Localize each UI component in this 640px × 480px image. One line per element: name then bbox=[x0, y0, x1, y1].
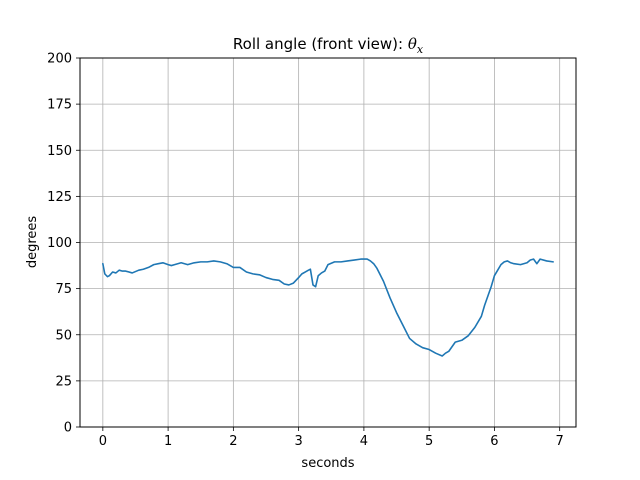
plot-series bbox=[102, 258, 554, 357]
x-axis-label: seconds bbox=[301, 456, 354, 471]
x-tick-label: 5 bbox=[425, 434, 433, 449]
y-tick-label: 75 bbox=[55, 282, 72, 297]
plot-frame bbox=[79, 57, 577, 428]
x-tick-label: 6 bbox=[490, 434, 498, 449]
y-tick-label: 200 bbox=[47, 52, 72, 67]
y-ticks: 0 25 50 75 100 125 150 175 200 bbox=[47, 52, 80, 436]
x-tick-label: 4 bbox=[360, 434, 368, 449]
chart-title-math: θ bbox=[408, 35, 417, 53]
y-tick-label: 175 bbox=[47, 98, 72, 113]
x-tick-label: 2 bbox=[229, 434, 237, 449]
y-axis-label: degrees bbox=[25, 216, 40, 269]
y-tick-label: 125 bbox=[47, 190, 72, 205]
chart-title-math-subscript: x bbox=[417, 43, 424, 56]
y-tick-label: 150 bbox=[47, 144, 72, 159]
x-ticks: 0 1 2 3 4 5 6 7 bbox=[99, 427, 564, 449]
series-line bbox=[102, 258, 554, 357]
chart-title: Roll angle (front view): θx bbox=[233, 35, 424, 56]
x-tick-label: 3 bbox=[294, 434, 302, 449]
y-tick-label: 50 bbox=[55, 328, 72, 343]
y-tick-label: 25 bbox=[55, 374, 72, 389]
y-tick-label: 100 bbox=[47, 236, 72, 251]
x-tick-label: 0 bbox=[99, 434, 107, 449]
x-tick-label: 1 bbox=[164, 434, 172, 449]
chart-title-text: Roll angle (front view): bbox=[233, 35, 408, 53]
x-tick-label: 7 bbox=[556, 434, 564, 449]
y-tick-label: 0 bbox=[64, 421, 72, 436]
